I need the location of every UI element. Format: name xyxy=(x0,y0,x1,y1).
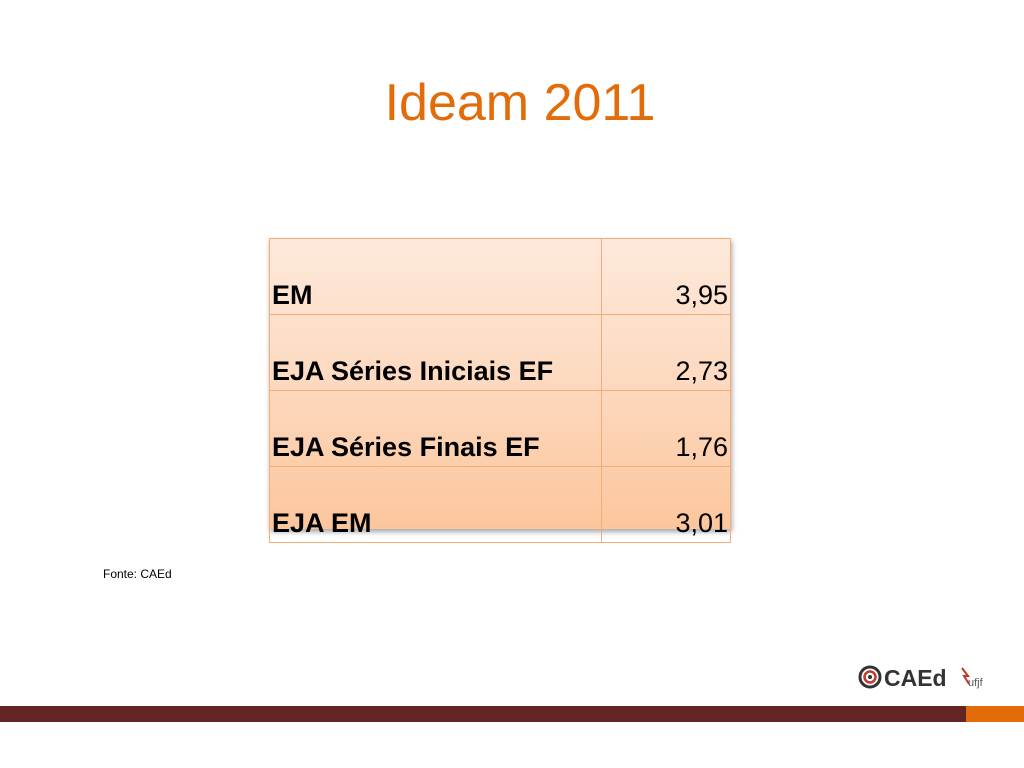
table-row: EM 3,95 xyxy=(269,238,731,315)
logo-subtext: ufjf xyxy=(968,677,984,689)
row-value: 2,73 xyxy=(601,314,731,391)
row-label: EJA Séries Finais EF xyxy=(269,390,602,467)
row-label: EJA EM xyxy=(269,466,602,543)
source-note: Fonte: CAEd xyxy=(103,567,172,581)
row-value: 3,01 xyxy=(601,466,731,543)
caed-logo: CAEd ufjf xyxy=(858,662,988,692)
footer-accent-bar xyxy=(966,706,1024,722)
row-value: 3,95 xyxy=(601,238,731,315)
results-table-container: EM 3,95 EJA Séries Iniciais EF 2,73 EJA … xyxy=(269,238,731,543)
row-value: 1,76 xyxy=(601,390,731,467)
row-label: EM xyxy=(269,238,602,315)
table-row: EJA EM 3,01 xyxy=(269,466,731,543)
caed-logo-icon: CAEd ufjf xyxy=(858,665,984,691)
row-label: EJA Séries Iniciais EF xyxy=(269,314,602,391)
table-row: EJA Séries Iniciais EF 2,73 xyxy=(269,314,731,391)
table-row: EJA Séries Finais EF 1,76 xyxy=(269,390,731,467)
results-table: EM 3,95 EJA Séries Iniciais EF 2,73 EJA … xyxy=(269,238,731,543)
slide-title: Ideam 2011 xyxy=(384,74,656,132)
footer-bar xyxy=(0,706,966,722)
logo-text: CAEd xyxy=(884,665,947,691)
